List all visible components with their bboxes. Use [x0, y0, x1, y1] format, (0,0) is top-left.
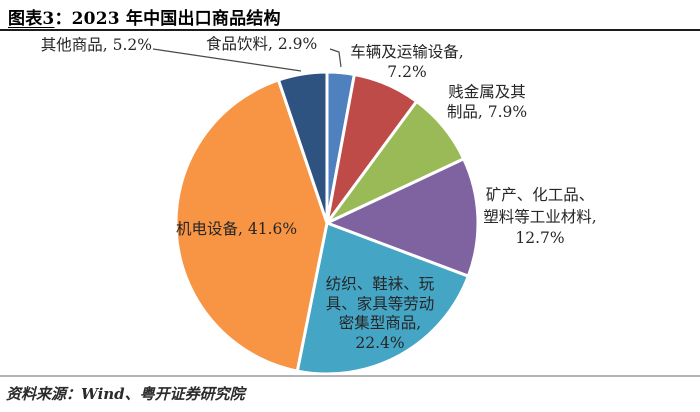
label-other-goods-line1: 其他商品, 5.2%: [40, 36, 152, 54]
footer-divider-line: [0, 375, 700, 377]
label-vehicles-transport-line1: 车辆及运输设备,: [350, 43, 464, 61]
pie-slice-other: [276, 70, 329, 225]
label-food-beverage: 食品饮料, 2.9%: [206, 35, 334, 55]
label-machinery-equipment: 机电设备, 41.6%: [176, 220, 298, 240]
label-base-metals-line1: 贱金属及其: [448, 83, 526, 101]
label-other-goods: 其他商品, 5.2%: [30, 36, 152, 56]
label-vehicles-transport-line2: 7.2%: [387, 62, 427, 81]
leader-line-other: [152, 48, 302, 72]
label-minerals-chemicals: 矿产、化工品、 塑料等工业材料, 12.7%: [474, 185, 606, 250]
label-textiles-line3: 密集型商品,: [338, 314, 422, 332]
chart-title: 图表3：2023 年中国出口商品结构: [8, 4, 281, 29]
label-food-beverage-line1: 食品饮料, 2.9%: [206, 35, 318, 53]
label-vehicles-transport: 车辆及运输设备, 7.2%: [348, 43, 466, 82]
chart-title-tag: 图表3: [8, 9, 55, 29]
label-textiles-line4: 22.4%: [355, 333, 405, 352]
chart-title-separator: ：: [54, 9, 72, 29]
label-minerals-chemicals-line2: 塑料等工业材料,: [483, 207, 597, 226]
pie-slice-machinery: [174, 78, 329, 373]
label-textiles-line2: 具、家具等劳动: [325, 294, 435, 313]
pie-slice-minerals: [325, 157, 480, 278]
label-base-metals-line2: 制品, 7.9%: [446, 102, 528, 121]
label-textiles-line1: 纺织、鞋袜、玩: [325, 275, 435, 293]
chart-title-text: 2023 年中国出口商品结构: [71, 9, 281, 29]
title-divider-line: [0, 29, 700, 31]
leader-line-food: [329, 48, 342, 68]
source-note: 资料来源：Wind、粤开证券研究院: [6, 385, 245, 403]
pie-slice-textiles: [295, 221, 470, 376]
label-textiles-labor-intensive: 纺织、鞋袜、玩 具、家具等劳动 密集型商品, 22.4%: [314, 275, 446, 353]
label-minerals-chemicals-line3: 12.7%: [515, 229, 565, 247]
label-minerals-chemicals-line1: 矿产、化工品、: [485, 186, 595, 204]
label-machinery-line1: 机电设备, 41.6%: [176, 220, 298, 238]
label-base-metals: 贱金属及其 制品, 7.9%: [426, 83, 548, 122]
